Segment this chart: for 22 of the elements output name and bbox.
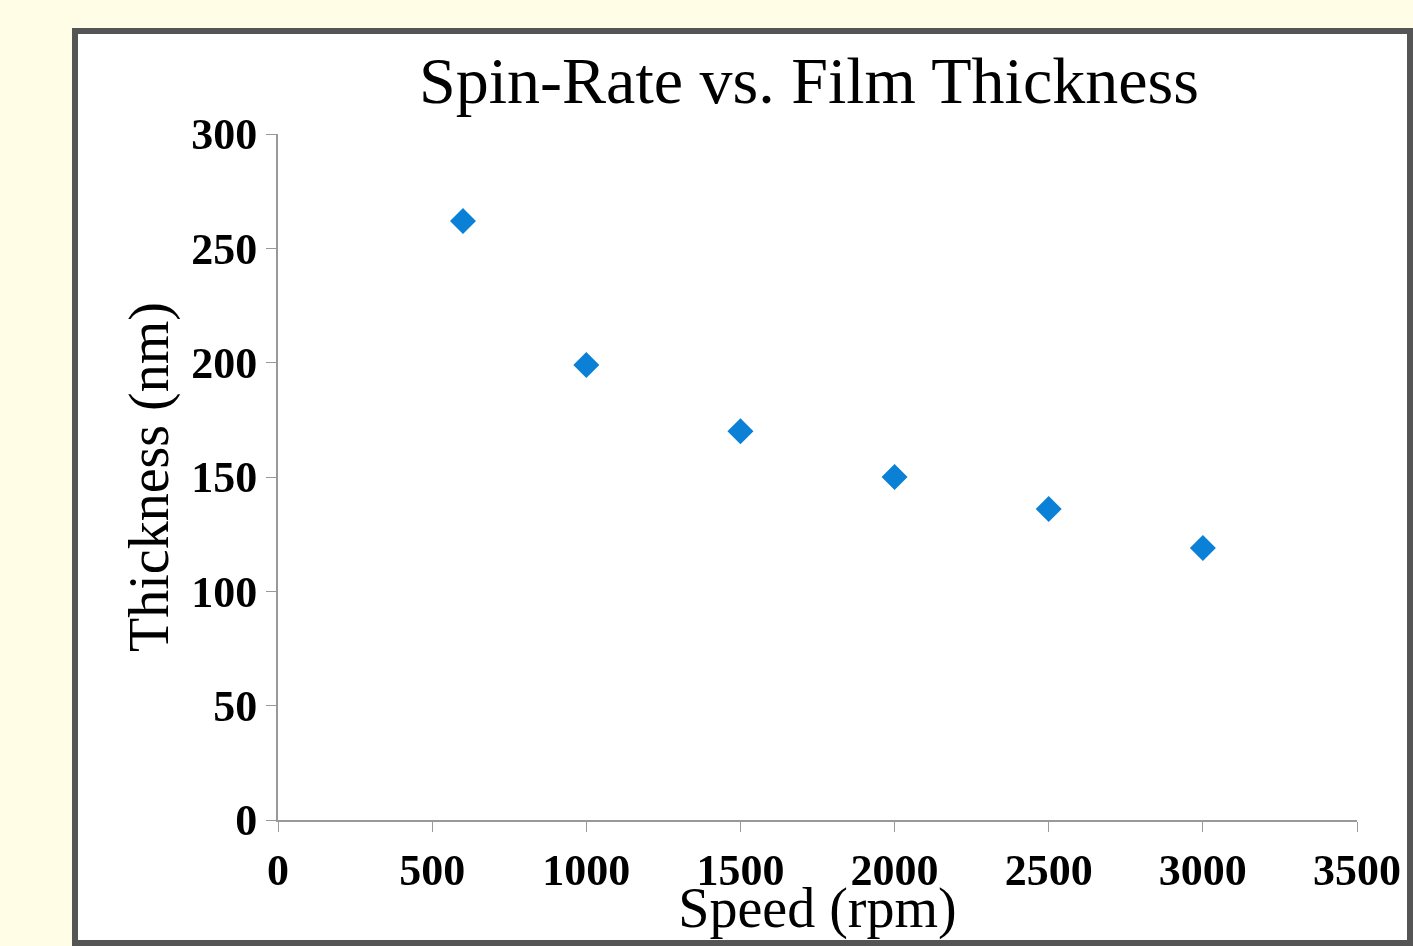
x-tick-label: 3000 — [1158, 845, 1247, 895]
x-tick-label: 0 — [267, 845, 289, 895]
x-tick-label: 3500 — [1313, 845, 1401, 895]
x-tick-label: 2000 — [850, 845, 939, 895]
y-axis-title: Thickness (nm) — [117, 302, 181, 652]
y-tick-label: 200 — [191, 339, 258, 389]
point — [727, 418, 754, 445]
y-tick-label: 300 — [191, 110, 258, 160]
y-tick-label: 150 — [191, 453, 258, 503]
y-tick-label: 250 — [191, 224, 258, 274]
y-tick-label: 0 — [235, 796, 258, 846]
y-tick-label: 100 — [191, 567, 258, 617]
x-tick-label: 2500 — [1004, 845, 1093, 895]
x-tick-label: 1000 — [542, 845, 631, 895]
point — [573, 351, 600, 378]
point — [1035, 496, 1062, 523]
point — [449, 207, 476, 234]
point — [881, 464, 908, 490]
x-tick-label: 500 — [399, 845, 466, 895]
y-tick-label: 50 — [213, 682, 258, 732]
point — [1189, 534, 1216, 561]
chart-title: Spin-Rate vs. Film Thickness — [419, 43, 1199, 117]
